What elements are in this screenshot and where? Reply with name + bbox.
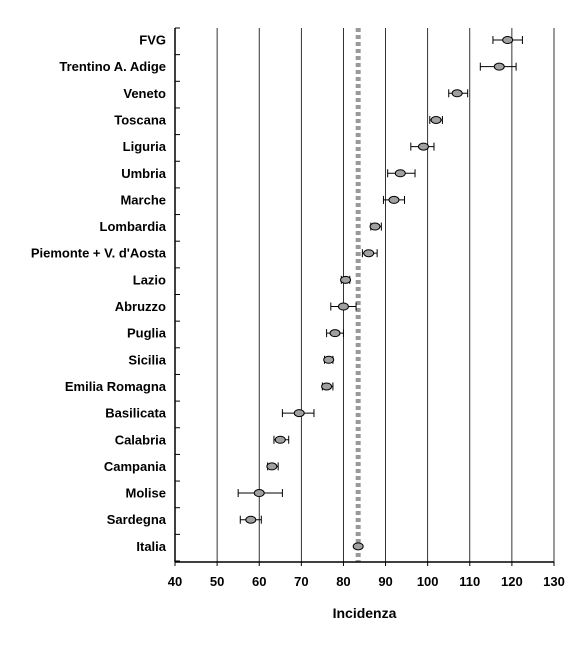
point-marker xyxy=(363,249,375,258)
point-marker xyxy=(323,355,335,364)
category-label: Italia xyxy=(136,539,166,554)
data-marks xyxy=(237,36,523,551)
point-marker xyxy=(340,275,352,284)
x-tick-labels: 40 50 60 70 80 90 100 110 120 130 xyxy=(168,574,565,589)
category-labels: FVG Trentino A. Adige Veneto Toscana Liguria… xyxy=(31,33,167,554)
category-label: Puglia xyxy=(127,326,167,341)
category-label: Lazio xyxy=(133,272,166,287)
category-label: Campania xyxy=(104,459,167,474)
point-marker xyxy=(321,382,333,391)
category-label: Umbria xyxy=(121,166,167,181)
point-marker xyxy=(502,36,514,44)
point-marker xyxy=(337,302,349,311)
x-tick-label: 40 xyxy=(168,574,182,589)
category-label: Basilicata xyxy=(105,406,166,421)
point-marker xyxy=(352,542,364,551)
category-label: Sardegna xyxy=(107,512,167,527)
x-tick-label: 90 xyxy=(378,574,392,589)
point-marker xyxy=(266,462,278,471)
x-tick-label: 60 xyxy=(252,574,266,589)
axes xyxy=(174,27,555,566)
category-label: Calabria xyxy=(115,432,167,447)
category-label: FVG xyxy=(139,33,166,48)
x-tick-label: 120 xyxy=(501,574,523,589)
x-tick-label: 70 xyxy=(294,574,308,589)
point-marker xyxy=(451,89,463,98)
x-tick-label: 100 xyxy=(417,574,439,589)
category-label: Piemonte + V. d'Aosta xyxy=(31,246,167,261)
category-label: Lombardia xyxy=(100,219,167,234)
category-label: Liguria xyxy=(123,139,167,154)
category-label: Abruzzo xyxy=(115,299,166,314)
x-tick-label: 130 xyxy=(543,574,565,589)
category-label: Marche xyxy=(120,192,166,207)
x-tick-label: 110 xyxy=(459,574,480,589)
category-label: Emilia Romagna xyxy=(65,379,167,394)
category-label: Molise xyxy=(126,486,166,501)
point-marker xyxy=(293,409,305,418)
category-label: Toscana xyxy=(114,112,167,127)
x-tick-label: 50 xyxy=(210,574,224,589)
point-marker xyxy=(369,222,381,231)
point-marker xyxy=(274,435,286,444)
category-label: Sicilia xyxy=(128,352,166,367)
point-marker xyxy=(388,195,400,204)
point-marker xyxy=(430,115,442,124)
x-tick-label: 80 xyxy=(336,574,350,589)
point-marker xyxy=(253,489,265,498)
point-marker xyxy=(329,329,341,338)
point-marker xyxy=(417,142,429,151)
point-marker xyxy=(493,62,505,71)
x-axis-title: Incidenza xyxy=(333,605,397,621)
grid-lines xyxy=(216,28,555,562)
point-marker xyxy=(245,515,257,524)
category-label: Veneto xyxy=(123,86,166,101)
point-marker xyxy=(394,169,406,178)
category-label: Trentino A. Adige xyxy=(59,59,166,74)
